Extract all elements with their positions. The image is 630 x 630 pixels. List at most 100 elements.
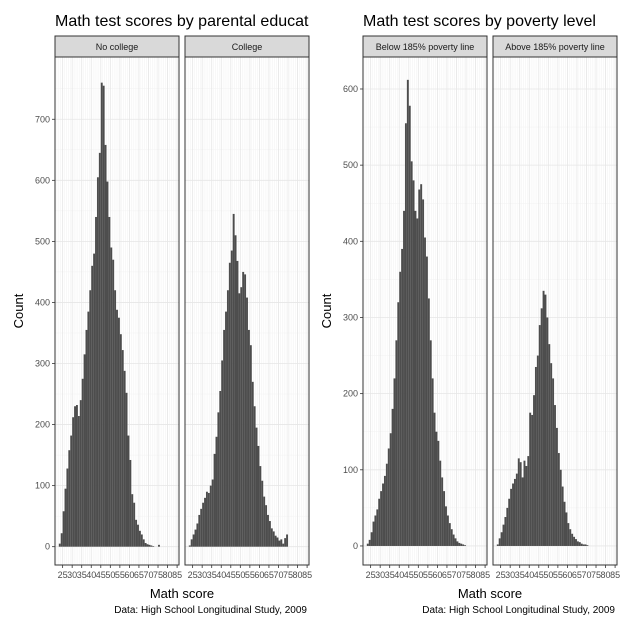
histogram-bar [87,311,90,547]
histogram-bar [200,508,203,547]
x-tick-label: 85 [610,570,620,580]
facet-panel: Above 185% poverty line 25 30 35 40 45 50 55 60 6… [492,35,620,580]
histogram-bar [96,177,99,547]
histogram-bar [272,531,275,547]
histogram-bar [244,274,247,547]
histogram-bar [148,544,151,547]
histogram-bar [557,453,560,546]
histogram-bar [280,539,283,547]
x-tick-label: 75 [153,570,163,580]
histogram-bar [104,144,107,547]
histogram-bar [91,265,94,547]
histogram-bar [546,317,549,546]
histogram-bar [435,431,438,546]
x-tick-label: 65 [442,570,452,580]
y-tick-label: 700 [35,114,50,124]
y-tick-label: 500 [343,160,358,170]
histogram-bar [137,524,139,547]
histogram-bar [443,491,446,546]
histogram-bar [263,496,266,547]
histogram-bar [586,545,589,546]
histogram-bar [81,378,84,547]
x-tick-label: 70 [273,570,283,580]
histogram-bar [531,414,534,546]
chart-title: Math test scores by parental educat [55,13,309,30]
y-tick-label: 0 [353,541,358,551]
x-tick-label: 80 [163,570,173,580]
x-tick-label: 65 [572,570,582,580]
histogram-bar [110,247,113,547]
histogram-bar [429,340,432,546]
histogram-bar [420,184,423,546]
histogram-bar [62,511,65,547]
histogram-bar [368,539,371,546]
histogram-bar [226,290,229,547]
x-tick-label: 85 [172,570,182,580]
histogram-bar [276,537,279,547]
histogram-bar [242,271,245,547]
x-tick-label: 80 [293,570,303,580]
histogram-bar [542,290,545,546]
x-tick-label: 45 [534,570,544,580]
histogram-bar [527,456,530,546]
histogram-bar [251,381,254,547]
x-tick-label: 50 [543,570,553,580]
y-tick-label: 600 [343,84,358,94]
histogram-bar [85,329,88,547]
histogram-bar [194,529,197,547]
histogram-bar [225,311,227,547]
y-tick-label: 400 [35,297,50,307]
x-tick-label: 30 [375,570,385,580]
chart-caption: Data: High School Longitudinal Study, 20… [114,605,307,616]
histogram-bar [127,435,130,547]
x-tick-label: 25 [188,570,198,580]
histogram-bar [525,465,528,546]
histogram-bar [257,445,260,547]
histogram-bar [410,161,413,546]
histogram-bar [366,543,369,546]
x-tick-label: 30 [505,570,515,580]
histogram-bar [464,545,467,546]
x-tick-label: 45 [96,570,106,580]
facet-panel: College 25 30 35 40 45 50 55 60 65 70 75 80 85 [184,35,312,580]
histogram-bar [89,290,92,547]
y-tick-label: 100 [343,465,358,475]
histogram-bar [247,329,250,547]
histogram-bar [135,519,138,547]
histogram-bar [83,354,86,547]
histogram-bar [267,514,269,547]
histogram-bar [270,528,273,547]
x-tick-label: 55 [553,570,563,580]
histogram-bar [445,506,447,546]
histogram-bar [374,515,377,546]
histogram-bar [456,541,459,546]
histogram-bar [569,529,572,546]
histogram-bar [207,492,210,547]
x-tick-label: 45 [404,570,414,580]
histogram-bar [538,325,541,546]
histogram-bar [131,494,134,547]
histogram-bar [140,534,143,547]
histogram-bar [249,345,252,547]
y-tick-label: 300 [35,359,50,369]
histogram-bar [370,532,373,546]
histogram-bar [100,82,103,547]
chart-caption: Data: High School Longitudinal Study, 20… [422,605,615,616]
histogram-bar [544,294,547,546]
histogram-bar [458,542,461,546]
histogram-bar [146,544,149,547]
histogram-bar [548,344,551,546]
histogram-bar [512,483,514,546]
histogram-bar [234,235,237,547]
x-tick-label: 70 [143,570,153,580]
histogram-bar [119,334,122,547]
histogram-bar [95,216,97,547]
x-tick-label: 70 [451,570,461,580]
histogram-bar [129,459,132,547]
chart-1: Math test scores by parental educat No co… [11,13,312,616]
histogram-bar [521,477,524,546]
facet-strip [492,35,618,58]
histogram-bar [236,260,239,547]
histogram-bar [441,477,444,546]
histogram-bar [60,533,63,547]
